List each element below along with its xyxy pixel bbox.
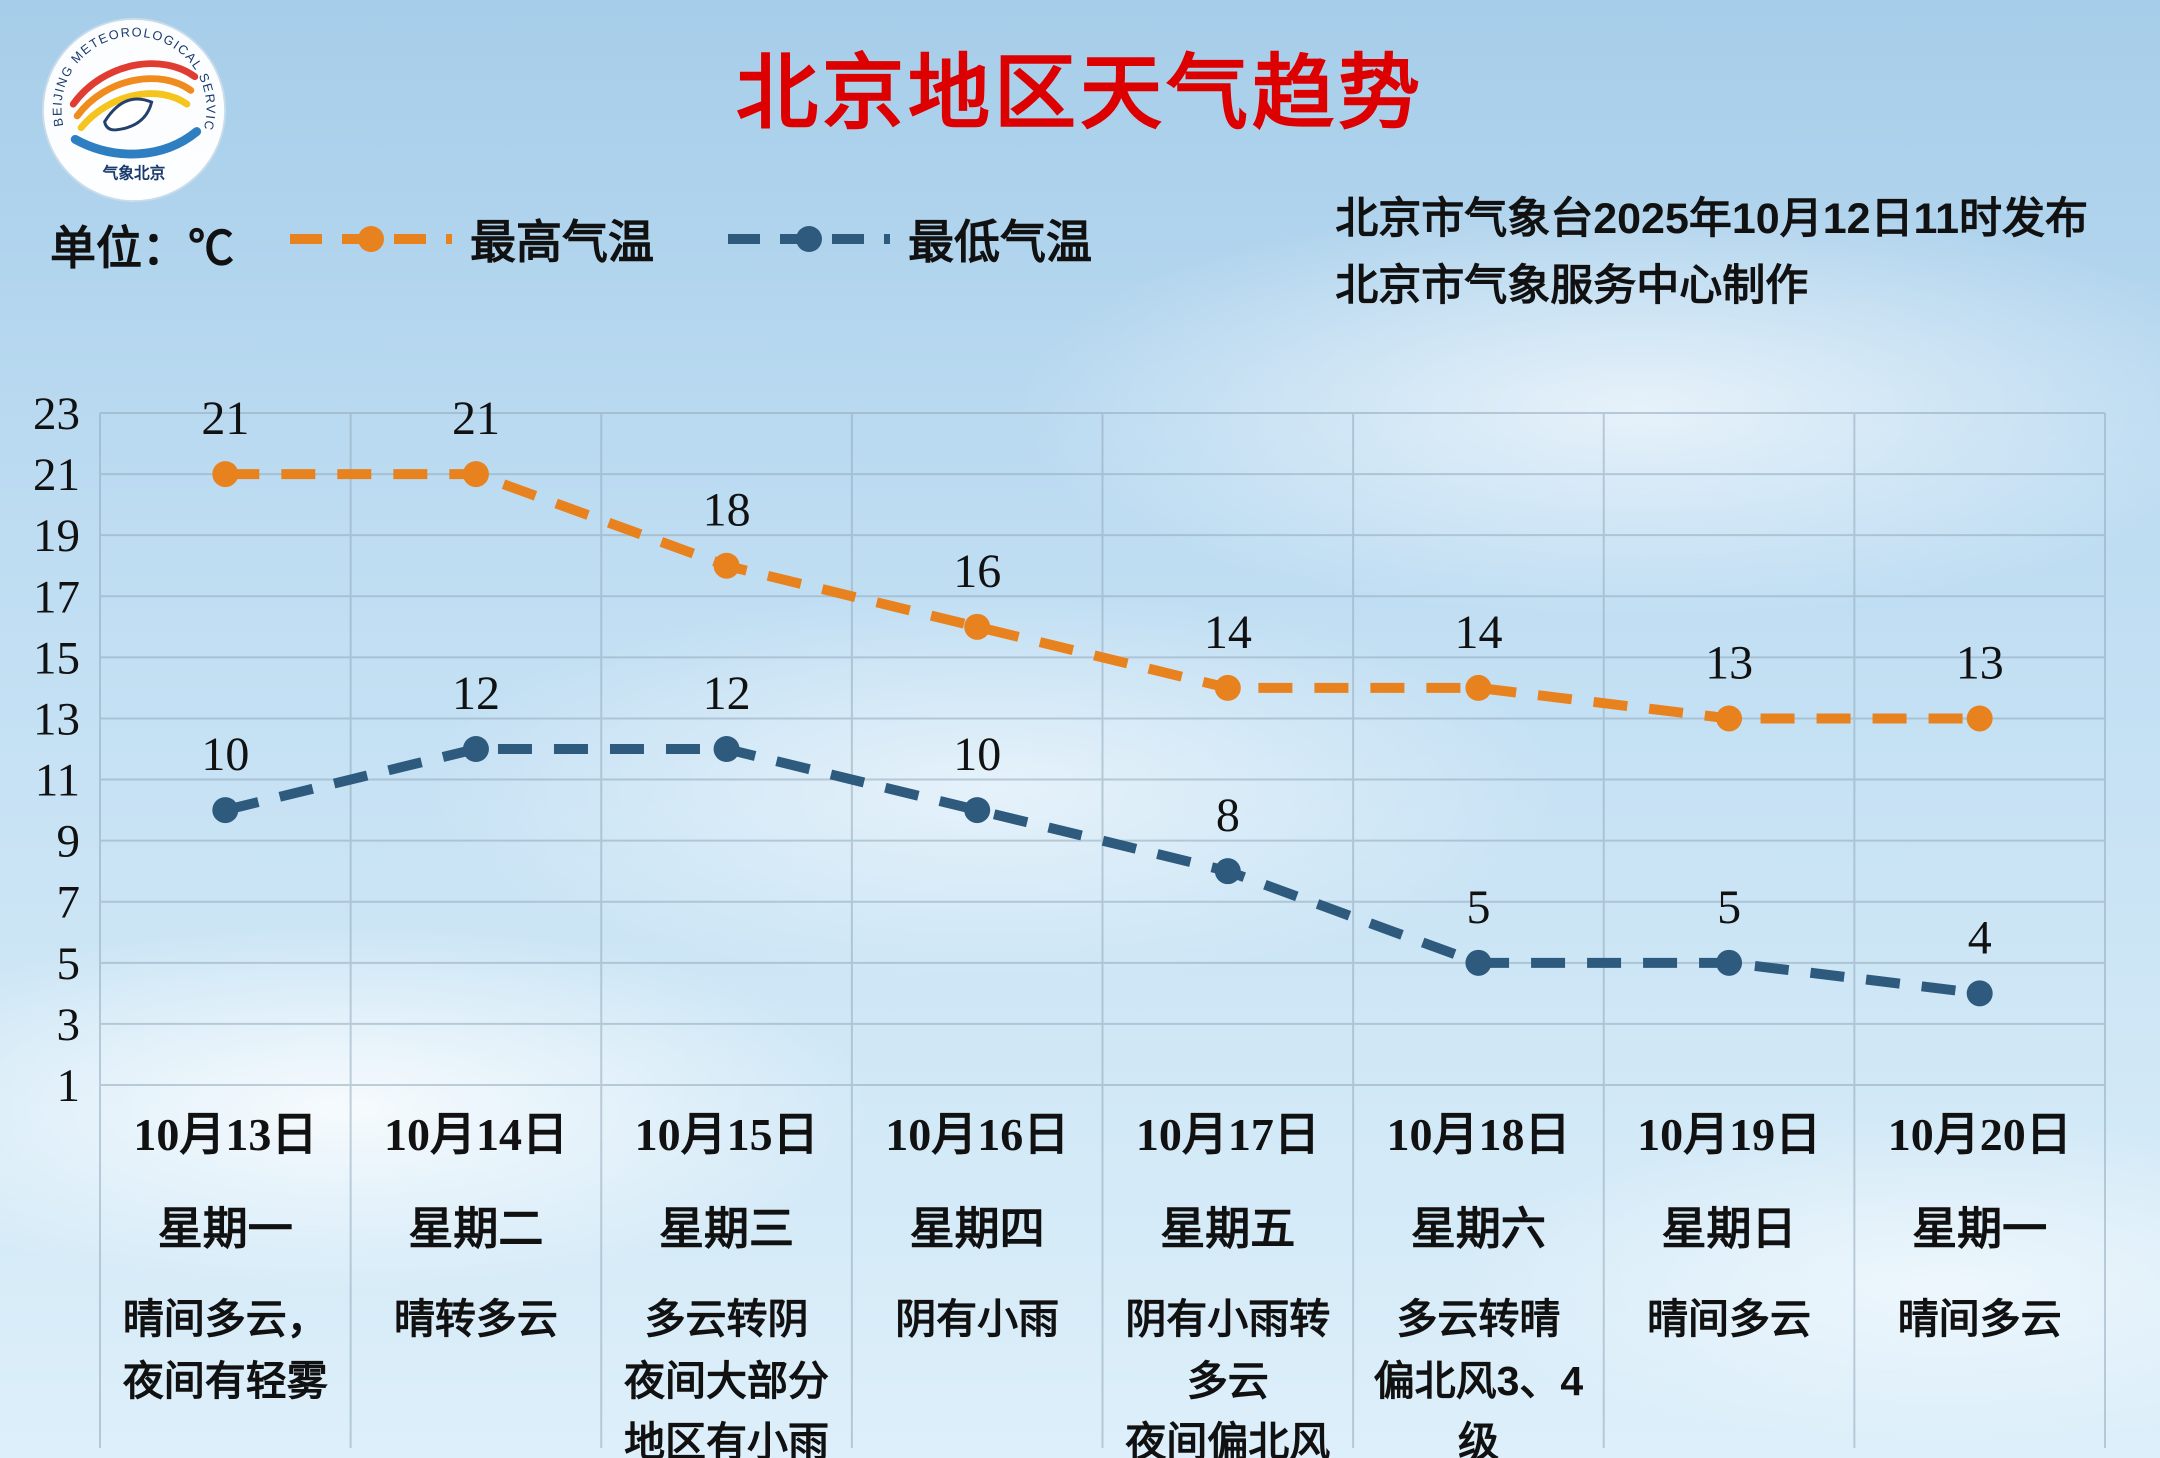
day-weather: 阴有小雨转多云 夜间偏北风3、4级 (1125, 1296, 1331, 1458)
issue-line2: 北京市气象服务中心制作 (1335, 261, 1809, 310)
day-weekday: 星期三 (659, 1203, 795, 1254)
day-weekday: 星期一 (1912, 1203, 2048, 1254)
logo-swan (103, 97, 154, 132)
y-tick-label: 17 (33, 571, 80, 623)
value-label: 10 (201, 728, 249, 781)
data-point (713, 552, 740, 579)
value-label: 5 (1717, 881, 1741, 934)
y-tick-label: 13 (33, 693, 80, 745)
day-weekday: 星期五 (1160, 1203, 1296, 1254)
data-point (1716, 949, 1743, 976)
day-weather: 晴间多云 (1897, 1296, 2062, 1342)
y-tick-label: 7 (57, 877, 81, 929)
value-label: 13 (1705, 636, 1753, 689)
data-point (1465, 949, 1492, 976)
data-point (1716, 705, 1743, 732)
day-weather: 晴间多云 (1647, 1296, 1812, 1342)
day-column: 10月13日 星期一晴间多云，夜间有轻雾 (100, 1098, 351, 1412)
value-label: 5 (1466, 881, 1490, 934)
day-column: 10月20日 星期一晴间多云 (1854, 1098, 2105, 1351)
day-weekday: 星期六 (1410, 1203, 1546, 1254)
issue-line1: 北京市气象台2025年10月12日11时发布 (1335, 195, 2088, 243)
logo-swoosh-red (69, 60, 199, 108)
day-date: 10月16日 (885, 1109, 1070, 1160)
legend-item-min: 最低气温 (724, 206, 1092, 272)
value-label: 13 (1956, 636, 2004, 689)
day-date: 10月20日 (1887, 1109, 2072, 1160)
legend: 最高气温 最低气温 (286, 206, 1092, 272)
data-point (964, 797, 991, 824)
page-title: 北京地区天气趋势 (735, 48, 1424, 139)
value-label: 21 (452, 392, 500, 445)
day-date: 10月13日 (133, 1109, 318, 1160)
data-point (964, 613, 991, 640)
y-tick-label: 15 (33, 632, 80, 684)
day-weather: 阴有小雨 (895, 1296, 1060, 1342)
day-weather: 晴转多云 (393, 1296, 558, 1342)
y-tick-label: 3 (57, 999, 81, 1051)
y-tick-label: 19 (33, 510, 80, 562)
data-point (212, 461, 239, 488)
logo-swoosh-yellow (77, 90, 191, 132)
y-tick-label: 11 (35, 755, 80, 807)
unit-label: 单位：℃ (50, 222, 234, 274)
value-label: 12 (703, 667, 751, 720)
data-point (212, 797, 239, 824)
y-tick-label: 21 (33, 449, 80, 501)
day-date: 10月19日 (1637, 1109, 1822, 1160)
data-point (1966, 980, 1993, 1007)
series-line-max (225, 469, 1980, 724)
data-point (1214, 858, 1241, 885)
y-tick-label: 9 (57, 816, 81, 868)
day-column: 10月15日 星期三多云转阴 夜间大部分地区有小雨 (601, 1098, 852, 1458)
day-date: 10月17日 (1135, 1109, 1320, 1160)
value-label: 14 (1454, 606, 1502, 659)
day-weekday: 星期一 (157, 1203, 293, 1254)
value-label: 8 (1216, 789, 1240, 842)
day-column: 10月14日 星期二晴转多云 (351, 1098, 602, 1351)
day-column: 10月19日 星期日晴间多云 (1604, 1098, 1855, 1351)
value-label: 12 (452, 667, 500, 720)
value-label: 10 (953, 728, 1001, 781)
day-weekday: 星期四 (909, 1203, 1045, 1254)
day-weekday: 星期日 (1661, 1203, 1797, 1254)
data-point (1966, 705, 1993, 732)
value-label: 18 (703, 484, 751, 537)
day-weather: 晴间多云，夜间有轻雾 (122, 1296, 328, 1404)
day-columns: 10月13日 星期一 晴间多云，夜间有轻雾 10月14日 星期二 晴转多云 10月15日 星期… (0, 1098, 2160, 1458)
data-point (713, 736, 740, 762)
legend-sample-max-icon (290, 226, 452, 252)
day-date: 10月14日 (383, 1109, 568, 1160)
logo-swoosh-orange (73, 75, 195, 120)
value-label: 14 (1204, 606, 1252, 659)
issue-info: 北京市气象台2025年10月12日11时发布 北京市气象服务中心制作 (1335, 186, 2088, 319)
y-tick-label: 23 (33, 388, 80, 440)
legend-label-min: 最低气温 (908, 216, 1092, 268)
legend-sample-min-icon (728, 226, 890, 252)
day-weather: 多云转阴 夜间大部分地区有小雨 (624, 1296, 830, 1458)
legend-label-max: 最高气温 (470, 216, 654, 268)
day-date: 10月15日 (634, 1109, 819, 1160)
day-column: 10月16日 星期四阴有小雨 (852, 1098, 1103, 1351)
y-tick-label: 5 (57, 938, 81, 990)
legend-item-max: 最高气温 (286, 206, 654, 272)
logo-bottom-text: 气象北京 (103, 164, 166, 183)
day-weekday: 星期二 (408, 1203, 544, 1254)
series-line-min (224, 744, 1981, 999)
value-label: 4 (1968, 911, 1992, 964)
data-point (462, 736, 489, 762)
data-point (462, 461, 489, 488)
value-label: 16 (953, 545, 1001, 598)
logo-swoosh-blue (70, 127, 202, 159)
day-weather: 多云转晴 偏北风3、4级 (1373, 1296, 1584, 1458)
value-label: 21 (201, 392, 249, 445)
day-column: 10月18日 星期六多云转晴 偏北风3、4级 (1353, 1098, 1604, 1458)
data-point (1465, 674, 1492, 701)
day-date: 10月18日 (1386, 1109, 1571, 1160)
bms-logo: BEIJING METEOROLOGICAL SERVICE 气象北京 (36, 12, 227, 203)
data-point (1214, 674, 1241, 701)
